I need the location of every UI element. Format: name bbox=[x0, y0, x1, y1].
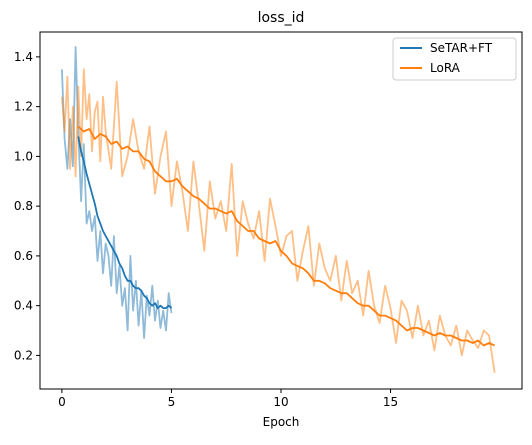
series-raw-line-lora bbox=[61, 68, 496, 373]
legend-label-lora: LoRA bbox=[430, 61, 461, 75]
y-tick-label: 1.2 bbox=[14, 100, 33, 114]
x-axis: 0 5 10 15 bbox=[58, 389, 398, 409]
y-tick-label: 0.4 bbox=[14, 299, 33, 313]
series-layer bbox=[61, 46, 496, 373]
x-tick-label: 10 bbox=[273, 395, 288, 409]
legend-label-setar-ft: SeTAR+FT bbox=[430, 41, 493, 55]
x-tick-label: 15 bbox=[383, 395, 398, 409]
series-smoothed-line-lora bbox=[77, 125, 495, 347]
y-tick-label: 0.2 bbox=[14, 348, 33, 362]
legend-box bbox=[392, 37, 517, 81]
series-raw-line-setar-ft bbox=[61, 46, 173, 339]
x-tick-label: 5 bbox=[168, 395, 176, 409]
x-tick-label: 0 bbox=[58, 395, 66, 409]
series-smoothed-line-setar-ft bbox=[77, 136, 173, 310]
y-tick-label: 0.8 bbox=[14, 199, 33, 213]
x-axis-label: Epoch bbox=[263, 415, 300, 429]
y-tick-label: 1.4 bbox=[14, 50, 33, 64]
y-tick-label: 0.6 bbox=[14, 249, 33, 263]
legend: SeTAR+FT LoRA bbox=[392, 37, 517, 81]
y-axis: 0.2 0.4 0.6 0.8 1.0 1.2 1.4 bbox=[14, 50, 40, 362]
chart-title: loss_id bbox=[258, 10, 305, 26]
y-tick-label: 1.0 bbox=[14, 149, 33, 163]
